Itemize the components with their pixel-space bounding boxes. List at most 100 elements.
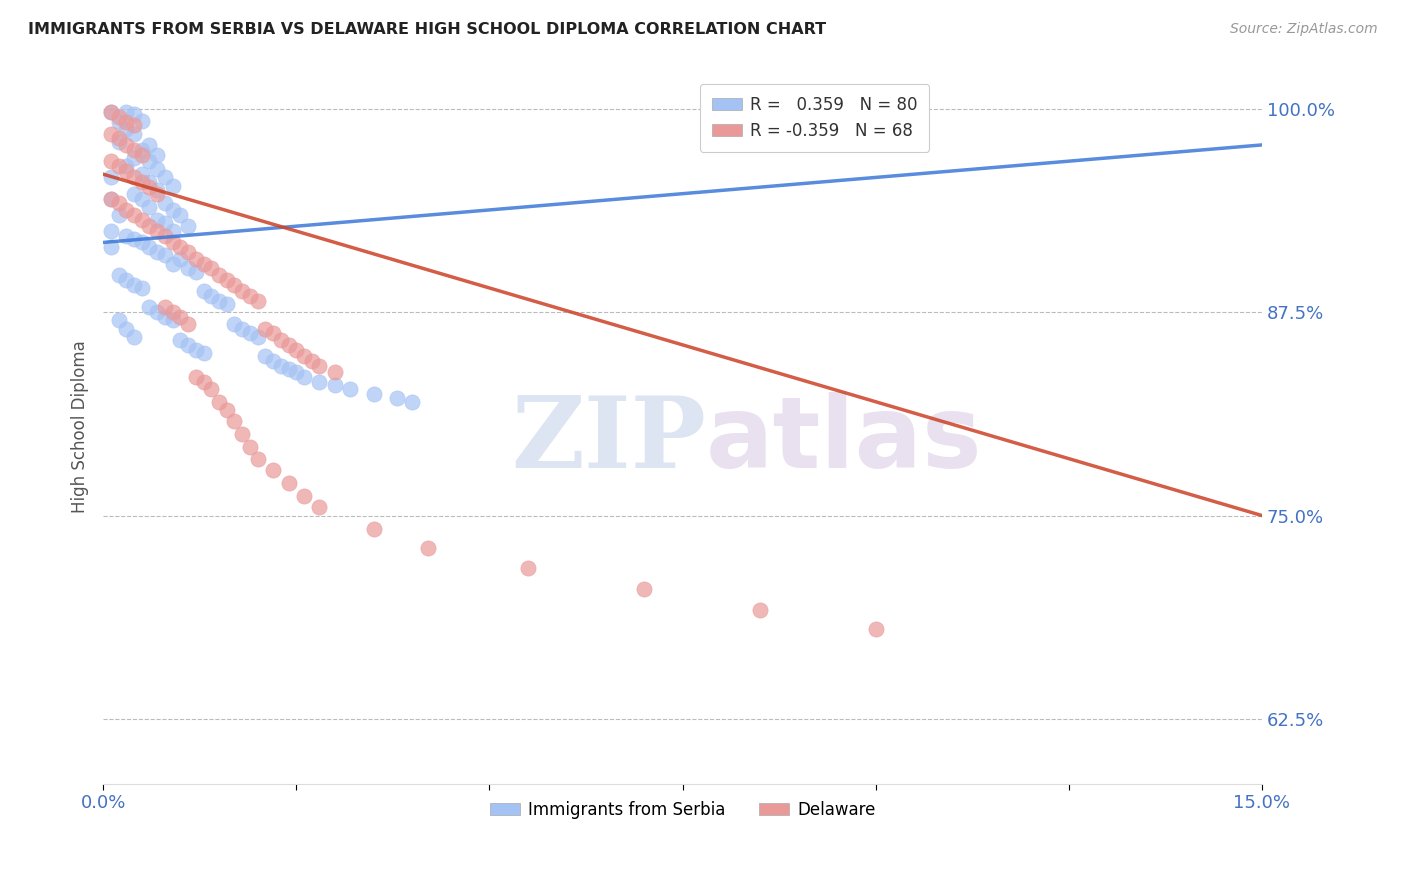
Point <box>107 110 129 124</box>
Point <box>115 105 138 120</box>
Point <box>270 333 292 347</box>
Point <box>107 268 129 282</box>
Point <box>146 147 169 161</box>
Point <box>131 175 153 189</box>
Point <box>153 216 176 230</box>
Point <box>122 107 145 121</box>
Point <box>239 326 262 341</box>
Point <box>131 143 153 157</box>
Point <box>308 359 330 373</box>
Point <box>146 245 169 260</box>
Point <box>308 376 330 390</box>
Point <box>277 362 299 376</box>
Point <box>193 346 215 360</box>
Point <box>107 135 129 149</box>
Point <box>107 313 129 327</box>
Point <box>169 240 191 254</box>
Point <box>122 119 145 133</box>
Point <box>138 301 160 315</box>
Point <box>100 154 122 169</box>
Point <box>231 427 253 442</box>
Point <box>200 261 222 276</box>
Point <box>224 277 246 292</box>
Point <box>162 313 184 327</box>
Point <box>122 232 145 246</box>
Point <box>363 522 385 536</box>
Point <box>100 105 122 120</box>
Point <box>246 293 269 308</box>
Point <box>262 326 284 341</box>
Point <box>169 208 191 222</box>
Point <box>184 370 207 384</box>
Point <box>131 235 153 250</box>
Point <box>107 208 129 222</box>
Point <box>107 115 129 129</box>
Point <box>115 121 138 136</box>
Point <box>231 321 253 335</box>
Point <box>138 240 160 254</box>
Point <box>100 192 122 206</box>
Point <box>122 186 145 201</box>
Point <box>146 162 169 177</box>
Point <box>385 392 408 406</box>
Point <box>169 310 191 325</box>
Point <box>100 224 122 238</box>
Point <box>270 359 292 373</box>
Point <box>162 305 184 319</box>
Point <box>138 219 160 234</box>
Point <box>177 245 200 260</box>
Point <box>131 192 153 206</box>
Point <box>122 143 145 157</box>
Point <box>239 289 262 303</box>
Point <box>100 127 122 141</box>
Point <box>146 212 169 227</box>
Point <box>865 623 887 637</box>
Point <box>292 349 315 363</box>
Point <box>131 113 153 128</box>
Legend: Immigrants from Serbia, Delaware: Immigrants from Serbia, Delaware <box>484 794 882 825</box>
Point <box>153 310 176 325</box>
Point <box>138 180 160 194</box>
Point <box>107 196 129 211</box>
Point <box>131 281 153 295</box>
Point <box>224 414 246 428</box>
Point <box>115 229 138 244</box>
Point <box>208 293 231 308</box>
Point <box>153 248 176 262</box>
Point <box>107 131 129 145</box>
Point <box>416 541 439 555</box>
Point <box>262 354 284 368</box>
Point <box>277 338 299 352</box>
Point <box>177 261 200 276</box>
Point <box>122 151 145 165</box>
Point <box>115 273 138 287</box>
Point <box>162 202 184 217</box>
Point <box>146 186 169 201</box>
Point <box>193 256 215 270</box>
Point <box>162 178 184 193</box>
Point <box>115 164 138 178</box>
Point <box>292 370 315 384</box>
Text: atlas: atlas <box>706 392 983 489</box>
Point <box>162 256 184 270</box>
Point <box>254 349 277 363</box>
Point <box>301 354 323 368</box>
Point <box>224 317 246 331</box>
Point <box>177 219 200 234</box>
Point <box>246 329 269 343</box>
Point <box>146 305 169 319</box>
Point <box>115 159 138 173</box>
Point <box>107 159 129 173</box>
Point <box>153 196 176 211</box>
Point <box>208 268 231 282</box>
Point <box>363 386 385 401</box>
Point <box>246 451 269 466</box>
Point <box>193 284 215 298</box>
Point <box>138 200 160 214</box>
Point <box>138 154 160 169</box>
Point <box>184 265 207 279</box>
Point <box>162 224 184 238</box>
Y-axis label: High School Diploma: High School Diploma <box>72 340 89 513</box>
Point <box>115 115 138 129</box>
Point <box>162 235 184 250</box>
